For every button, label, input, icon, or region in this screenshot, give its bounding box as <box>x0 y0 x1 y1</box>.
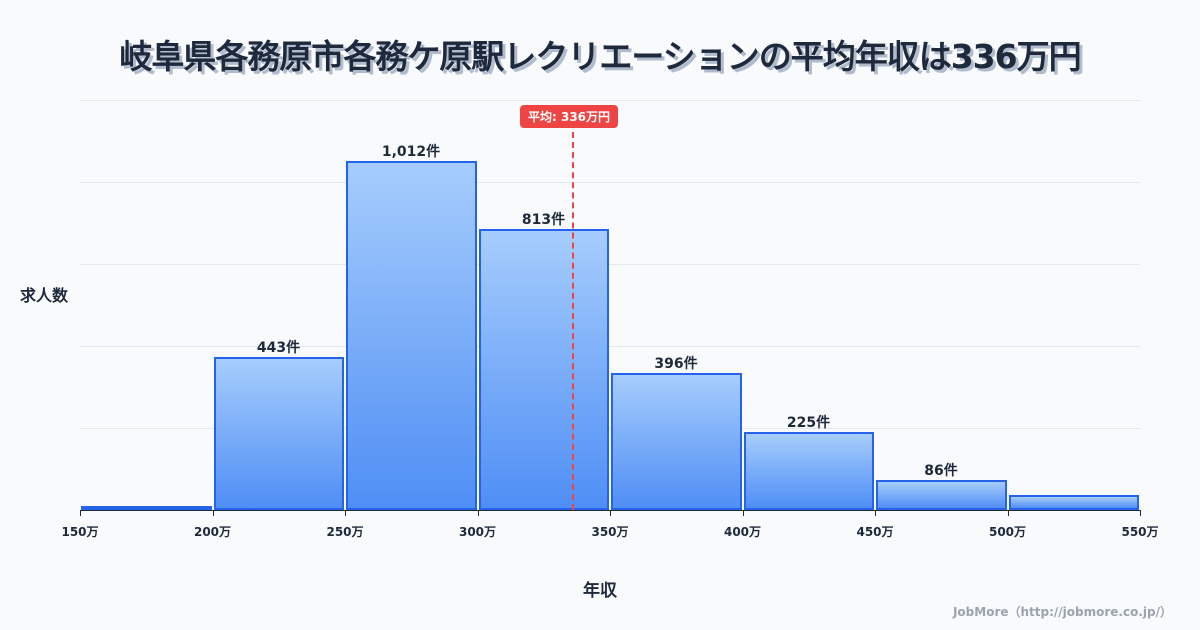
x-tick <box>742 510 744 516</box>
x-tick-label: 550万 <box>1121 525 1159 539</box>
bar-value-label: 1,012件 <box>381 143 441 160</box>
footer-credit: JobMore（http://jobmore.co.jp/） <box>952 605 1172 619</box>
histogram-bar <box>1008 495 1139 510</box>
y-axis-label: 求人数 <box>20 286 69 305</box>
x-tick-label: 150万 <box>61 525 99 539</box>
x-tick <box>477 510 479 516</box>
mean-line <box>572 132 574 510</box>
bar-value-label: 813件 <box>521 212 566 229</box>
plot-area: 443件 1,012件 813件 396件 225件 86件 <box>80 100 1140 510</box>
x-tick <box>1007 510 1009 516</box>
x-tick-label: 350万 <box>591 525 629 539</box>
x-tick <box>212 510 214 516</box>
x-tick <box>875 510 876 516</box>
mean-badge: 平均: 336万円 <box>520 105 619 128</box>
histogram-bar <box>478 229 609 510</box>
histogram-bar <box>876 480 1007 510</box>
histogram-bar <box>81 506 212 510</box>
x-tick <box>80 510 81 516</box>
histogram-bar <box>346 160 477 510</box>
bar-value-label: 443件 <box>256 340 301 357</box>
gridline <box>80 428 1140 429</box>
x-tick-label: 200万 <box>193 525 232 539</box>
x-tick-label: 450万 <box>856 525 894 539</box>
gridline <box>80 264 1140 265</box>
x-tick-label: 250万 <box>326 525 364 539</box>
x-tick <box>610 510 611 516</box>
x-tick <box>1140 510 1141 516</box>
histogram-bar <box>611 373 742 510</box>
gridline <box>80 100 1140 101</box>
histogram-bar <box>743 432 874 510</box>
chart-title: 岐阜県各務原市各務ケ原駅レクリエーションの平均年収は336万円 <box>119 37 1081 76</box>
x-tick-label: 500万 <box>988 525 1027 539</box>
x-tick <box>345 510 346 516</box>
x-tick-label: 400万 <box>723 525 762 539</box>
bar-value-label: 225件 <box>786 415 831 432</box>
x-axis-label: 年収 <box>583 581 617 601</box>
histogram-bar <box>213 357 344 510</box>
bar-value-label: 396件 <box>654 356 698 373</box>
bar-value-label: 86件 <box>924 463 958 480</box>
gridline <box>80 182 1140 183</box>
gridline <box>80 346 1140 347</box>
x-tick-label: 300万 <box>458 525 497 539</box>
